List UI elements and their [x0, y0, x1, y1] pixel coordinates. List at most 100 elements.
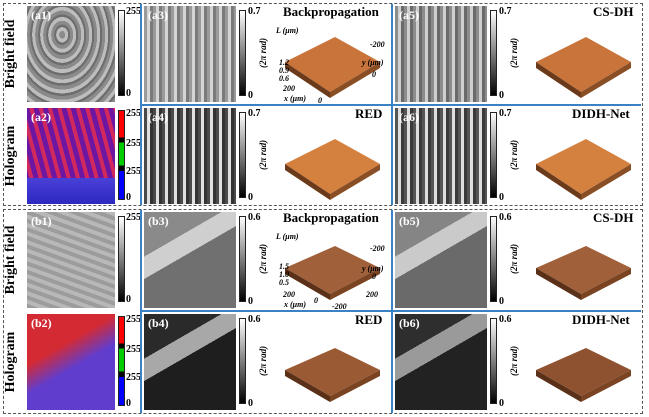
x-tick-b-1: 200	[283, 290, 295, 299]
cbar-min-b1: 0	[126, 294, 131, 305]
colorbar-a1	[118, 10, 125, 96]
surface-plot-b5	[536, 246, 631, 300]
cbar-tick-b2-3: 255	[126, 372, 141, 383]
method-label-b5: CS-DH	[593, 210, 634, 225]
method-label-b6: DIDH-Net	[572, 312, 630, 327]
cbar-tick-b2-2: 255	[126, 344, 141, 355]
colorbar-b1	[118, 216, 125, 302]
method-label-a3: Backpropagation	[283, 4, 379, 19]
y-axis-b: y (μm)	[362, 264, 384, 273]
surface-plot-a3	[285, 37, 380, 98]
cbar-max-a5: 0.7	[499, 6, 512, 17]
recon-image-a4: (a4)	[144, 108, 236, 204]
cbar-min-b4: 0	[248, 398, 253, 409]
z-label-b5: (2π rad)	[509, 243, 519, 274]
cbar-min-b6: 0	[499, 398, 504, 409]
separator-a-h	[141, 104, 641, 106]
panel-label-b3: (b3)	[148, 214, 169, 228]
colorbar-b5	[490, 216, 497, 302]
z-label-b6: (2π rad)	[509, 345, 519, 376]
separator-b-1	[140, 210, 142, 413]
method-label-b3: Backpropagation	[283, 210, 379, 225]
y-tick-b-3: 200	[366, 290, 378, 299]
cbar-min-a4: 0	[248, 192, 253, 203]
row-label-bright-field-b: Bright field	[3, 225, 18, 295]
x-axis-a3: x (μm)	[284, 94, 306, 103]
panel-label-a4: (a4)	[148, 110, 168, 124]
cbar-tick-b2-1: 255	[126, 314, 141, 325]
colorbar-a4	[239, 112, 246, 198]
l-axis-a: L (μm)	[276, 26, 299, 35]
recon-image-b3: (b3)	[144, 212, 236, 308]
recon-image-b5: (b5)	[395, 212, 487, 308]
cbar-max-b5: 0.6	[499, 212, 512, 223]
row-label-hologram-a: Hologram	[3, 125, 18, 187]
row-label-bright-field-a: Bright field	[3, 19, 18, 89]
colorbar-a5	[490, 10, 497, 96]
y-tick-a-1: -200	[370, 40, 385, 49]
x-tick-b-2: 0	[314, 296, 318, 305]
l-tick-a-1: 1.2	[279, 58, 289, 67]
z-label-b4: (2π rad)	[258, 345, 268, 376]
panel-label-a6: (a6)	[399, 110, 419, 124]
panel-label-a3: (a3)	[148, 8, 168, 22]
z-label-a6: (2π rad)	[509, 139, 519, 170]
surface-plot-b6	[536, 348, 631, 402]
cbar-tick-a2-2: 255	[126, 138, 141, 149]
x-tick-a-1: 200	[283, 84, 295, 93]
separator-b-h	[141, 310, 641, 312]
hologram-image-b2: (b2)	[27, 314, 115, 410]
cbar-tick-a2-3: 255	[126, 166, 141, 177]
recon-image-a5: (a5)	[395, 6, 487, 102]
cbar-max-a1: 255	[126, 6, 141, 17]
z-label-a3: (2π rad)	[258, 37, 268, 68]
cbar-min-b5: 0	[499, 296, 504, 307]
y-tick-b-2: 0	[372, 272, 376, 281]
cbar-min-a3: 0	[248, 90, 253, 101]
separator-b-2	[391, 210, 393, 413]
cbar-max-a3: 0.7	[248, 6, 261, 17]
l-tick-b-2: 1.0	[279, 270, 289, 279]
colorbar-b3	[239, 216, 246, 302]
panel-label-a2: (a2)	[31, 110, 51, 124]
z-label-b3: (2π rad)	[258, 243, 268, 274]
cbar-min-a6: 0	[499, 192, 504, 203]
panel-label-b2: (b2)	[31, 316, 52, 330]
y-tick-b-1: -200	[370, 244, 385, 253]
l-tick-a-3: 0.6	[279, 74, 289, 83]
surface-plot-b3	[285, 246, 380, 300]
colorbar-b4	[239, 318, 246, 404]
x-axis-b: x (μm)	[284, 300, 306, 309]
cbar-min-a5: 0	[499, 90, 504, 101]
z-label-a4: (2π rad)	[258, 139, 268, 170]
cbar-tick-a2-4: 0	[126, 192, 131, 203]
z-label-a5: (2π rad)	[509, 37, 519, 68]
cbar-tick-b2-4: 0	[126, 398, 131, 409]
l-tick-b-3: 0.5	[279, 278, 289, 287]
colorbar-b6	[490, 318, 497, 404]
colorbar-a3	[239, 10, 246, 96]
y-tick-a-2: 0	[372, 70, 376, 79]
surface-plot-b4	[285, 348, 380, 402]
l-tick-a-2: 0.9	[279, 66, 289, 75]
separator-a-1	[140, 4, 142, 205]
cbar-max-b4: 0.6	[248, 314, 261, 325]
recon-image-b6: (b6)	[395, 314, 487, 410]
l-tick-b-1: 1.5	[279, 262, 289, 271]
cbar-max-b6: 0.6	[499, 314, 512, 325]
bright-field-image-b1: (b1)	[27, 212, 115, 308]
method-label-a4: RED	[355, 106, 383, 121]
section-a-frame	[3, 3, 643, 206]
x-tick-b-3: -200	[332, 302, 347, 311]
row-label-hologram-b: Hologram	[3, 331, 18, 393]
panel-label-b4: (b4)	[148, 316, 169, 330]
panel-label-b6: (b6)	[399, 316, 420, 330]
recon-image-b4: (b4)	[144, 314, 236, 410]
recon-image-a3: (a3)	[144, 6, 236, 102]
cbar-min-a1: 0	[126, 88, 131, 99]
cbar-tick-a2-1: 255	[126, 108, 141, 119]
colorbar-b2	[118, 316, 125, 406]
panel-label-a1: (a1)	[31, 8, 51, 22]
surface-plot-a4	[285, 139, 380, 200]
colorbar-a6	[490, 112, 497, 198]
